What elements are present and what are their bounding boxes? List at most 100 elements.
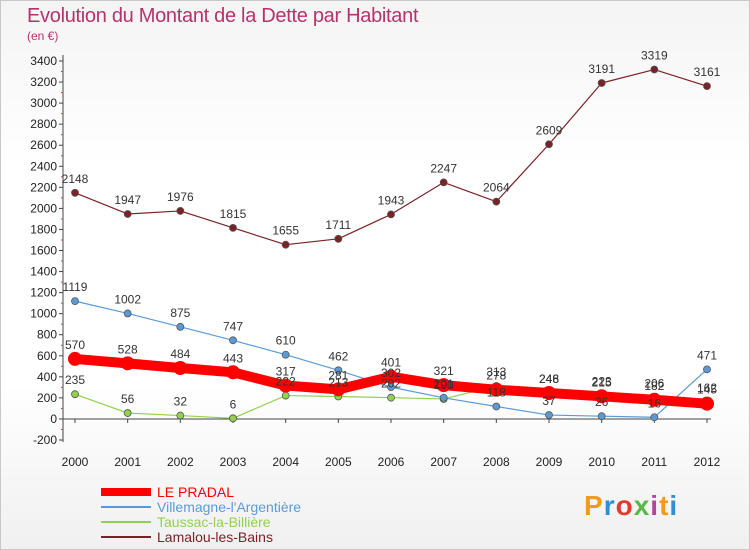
y-tick-label: -200 — [33, 433, 57, 447]
x-tick-label: 2002 — [167, 455, 194, 469]
data-point — [489, 382, 504, 397]
data-point — [278, 378, 293, 393]
data-label: 321 — [434, 364, 454, 378]
data-label: 182 — [644, 379, 664, 393]
data-label: 56 — [121, 392, 135, 406]
series-line — [74, 68, 708, 246]
series-0 — [68, 351, 714, 411]
y-tick-label: 800 — [37, 328, 57, 342]
data-label: 313 — [486, 365, 506, 379]
data-label: 223 — [592, 374, 612, 388]
data-label: 213 — [328, 376, 348, 390]
data-label: 201 — [434, 377, 454, 391]
data-label: 26 — [595, 395, 609, 409]
legend-entry: Lamalou-les-Bains — [157, 529, 273, 545]
data-label: 248 — [539, 372, 559, 386]
data-point — [436, 378, 451, 393]
y-tick-label: 2200 — [30, 180, 57, 194]
data-label: 3191 — [588, 62, 615, 76]
series-3 — [71, 65, 711, 249]
data-label: 32 — [174, 395, 188, 409]
data-label: 302 — [381, 366, 401, 380]
legend-entry: Villemagne-l'Argentière — [157, 499, 301, 515]
data-point — [71, 188, 79, 197]
data-label: 235 — [65, 373, 85, 387]
data-label: 215 — [592, 375, 612, 389]
x-tick-label: 2010 — [588, 455, 615, 469]
data-point — [123, 409, 132, 417]
data-point — [334, 234, 343, 243]
data-label: 570 — [65, 338, 85, 352]
data-point — [650, 65, 659, 74]
y-tick-label: 3000 — [30, 96, 57, 110]
data-label: 6 — [230, 397, 237, 411]
x-tick-label: 2007 — [430, 455, 457, 469]
data-point — [384, 369, 398, 384]
legend-entry: LE PRADAL — [157, 484, 234, 500]
brand-letter: x — [633, 490, 651, 521]
data-point — [71, 390, 79, 399]
data-label: 610 — [276, 334, 296, 348]
data-point — [597, 79, 606, 87]
chart-subtitle: (en €) — [27, 29, 59, 43]
chart-title: Evolution du Montant de la Dette par Hab… — [27, 5, 419, 27]
x-tick-label: 2004 — [272, 455, 299, 469]
y-tick-label: 200 — [37, 391, 57, 405]
data-point — [123, 309, 132, 318]
data-point — [331, 382, 346, 397]
data-label: 281 — [328, 368, 348, 382]
series-1 — [71, 297, 711, 422]
data-point — [120, 356, 135, 371]
data-label: 1815 — [220, 207, 247, 221]
y-tick-label: 2000 — [30, 201, 57, 215]
y-tick-label: 1400 — [30, 265, 57, 279]
x-tick-label: 2000 — [62, 455, 89, 469]
data-label: 2064 — [483, 181, 510, 195]
data-label: 1943 — [378, 193, 405, 207]
y-tick-label: 600 — [37, 349, 57, 363]
data-label: 3319 — [641, 49, 668, 63]
data-point — [700, 396, 714, 411]
data-point — [492, 197, 501, 206]
data-label: 1655 — [272, 224, 299, 238]
y-tick-label: 1800 — [30, 222, 57, 236]
data-point — [176, 207, 185, 215]
y-tick-label: 2600 — [30, 138, 57, 152]
data-point — [545, 140, 553, 149]
brand-logo: Proxiti — [584, 490, 678, 522]
data-label: 246 — [539, 372, 559, 386]
y-tick-label: 1600 — [30, 244, 57, 258]
data-label: 118 — [487, 386, 506, 400]
data-point — [281, 391, 290, 400]
data-point — [650, 413, 659, 422]
y-tick-label: 400 — [37, 370, 57, 384]
data-label: 1119 — [63, 280, 88, 294]
data-label: 2148 — [62, 172, 89, 186]
data-label: 206 — [644, 376, 664, 390]
data-point — [545, 411, 553, 419]
brand-letter: t — [659, 490, 670, 521]
data-point — [703, 365, 711, 374]
data-label: 3161 — [694, 65, 721, 79]
data-label: 2609 — [536, 123, 563, 137]
data-point — [647, 392, 662, 407]
data-label: 484 — [170, 347, 190, 361]
data-point — [387, 210, 395, 219]
data-point — [226, 365, 240, 380]
data-label: 162 — [697, 381, 717, 395]
data-label: 462 — [328, 349, 348, 363]
x-tick-label: 2001 — [114, 455, 141, 469]
data-label: 222 — [276, 375, 296, 389]
data-point — [173, 360, 188, 375]
x-tick-label: 2003 — [220, 455, 247, 469]
data-label: 1711 — [325, 218, 351, 232]
data-label: 190 — [434, 378, 454, 392]
x-tick-label: 2009 — [536, 455, 563, 469]
y-tick-label: 3200 — [30, 75, 57, 89]
data-point — [71, 297, 79, 306]
data-point — [542, 386, 556, 401]
x-tick-label: 2008 — [483, 455, 510, 469]
brand-letter: o — [615, 490, 634, 521]
data-label: 471 — [697, 348, 717, 362]
data-point — [594, 389, 609, 404]
